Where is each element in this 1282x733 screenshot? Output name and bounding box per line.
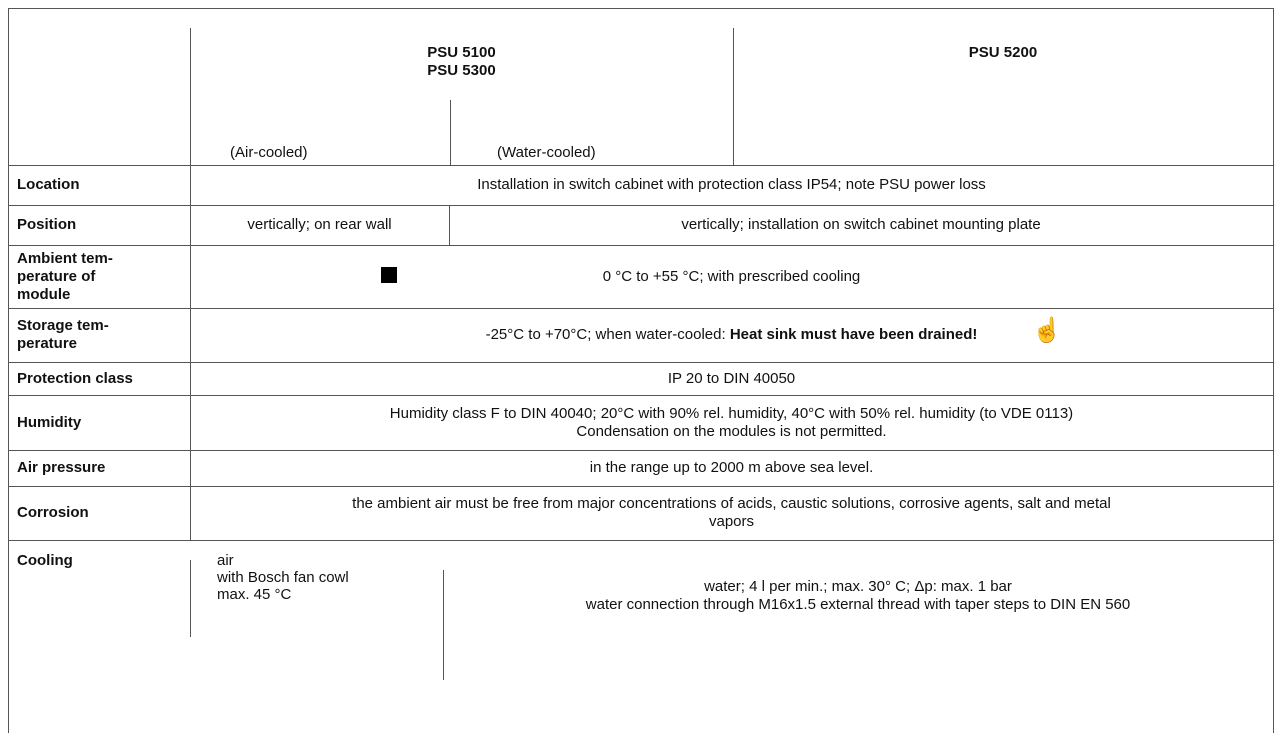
cell-line: vapors [708, 513, 755, 530]
cell-line: the ambient air must be free from major … [352, 495, 1111, 512]
divider [190, 28, 191, 540]
row-line [8, 450, 1274, 451]
divider [190, 560, 191, 637]
header-a1: PSU 5100 [427, 44, 496, 61]
cell-text: -25°C to +70°C; when water-cooled: Heat … [190, 326, 1273, 344]
cell-text: Installation in switch cabinet with prot… [477, 176, 986, 193]
row-label: Humidity [17, 413, 82, 431]
divider [449, 205, 450, 245]
row-label: Cooling [17, 552, 73, 569]
row-label: Protection class [17, 369, 133, 387]
row-line [8, 486, 1274, 487]
cell-text: in the range up to 2000 m above sea leve… [589, 459, 874, 476]
row-line [8, 245, 1274, 246]
cell-left: max. 45 °C [217, 586, 292, 603]
cell-right: vertically; installation on switch cabin… [681, 216, 1041, 233]
row-label: Location [17, 176, 80, 193]
divider [733, 28, 734, 165]
divider [450, 100, 451, 165]
cell-line: Condensation on the modules is not permi… [576, 422, 887, 440]
row-label: perature of [17, 267, 96, 285]
hand-icon: ☝ [1032, 317, 1062, 344]
row-label: Corrosion [17, 504, 89, 521]
row-label: Air pressure [17, 459, 106, 476]
row-line [8, 205, 1274, 206]
cell-right: water; 4 l per min.; max. 30° C; Δp: max… [704, 578, 1012, 595]
row-line [8, 362, 1274, 363]
header-air: (Air-cooled) [230, 144, 308, 161]
cell-plain: -25°C to +70°C; when water-cooled: [485, 326, 730, 343]
row-line [8, 395, 1274, 396]
cell-text: 0 °C to +55 °C; with prescribed cooling [602, 267, 861, 285]
header-b: PSU 5200 [968, 44, 1038, 61]
cell-right: water connection through M16x1.5 externa… [585, 596, 1131, 613]
row-label: Ambient tem- [17, 249, 113, 267]
row-label: module [17, 285, 71, 303]
cell-bold: Heat sink must have been drained! [729, 326, 978, 343]
row-label: perature [17, 335, 78, 352]
divider [443, 570, 444, 680]
border [8, 8, 9, 733]
cell-left: air [217, 552, 234, 569]
header-a2: PSU 5300 [427, 62, 496, 79]
cell-text: IP 20 to DIN 40050 [667, 369, 796, 387]
marker [381, 267, 397, 283]
row-label: Position [17, 216, 77, 233]
row-line [8, 308, 1274, 309]
cell-line: Humidity class F to DIN 40040; 20°C with… [389, 404, 1074, 422]
cell-left: with Bosch fan cowl [217, 569, 349, 586]
row-label: Storage tem- [17, 317, 109, 334]
row-line [8, 165, 1274, 166]
header-water: (Water-cooled) [497, 144, 596, 161]
row-line [8, 540, 1274, 541]
border [8, 8, 1274, 9]
border [1273, 8, 1274, 733]
cell-left: vertically; on rear wall [247, 216, 392, 233]
